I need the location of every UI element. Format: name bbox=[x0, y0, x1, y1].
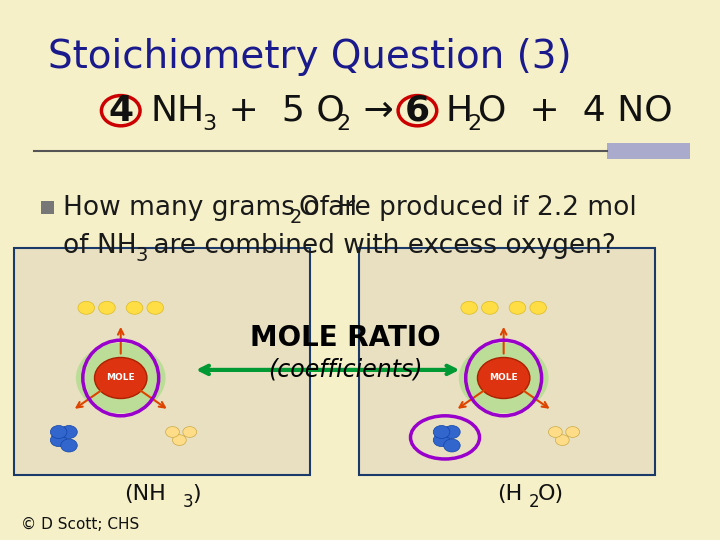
FancyBboxPatch shape bbox=[41, 201, 54, 214]
Text: 6: 6 bbox=[405, 94, 430, 127]
Circle shape bbox=[566, 427, 580, 437]
Text: 2: 2 bbox=[336, 114, 350, 134]
Circle shape bbox=[461, 301, 477, 314]
Text: 2: 2 bbox=[528, 493, 539, 511]
Circle shape bbox=[126, 301, 143, 314]
Text: NH: NH bbox=[150, 94, 204, 127]
Circle shape bbox=[549, 427, 562, 437]
Circle shape bbox=[530, 301, 546, 314]
Text: ): ) bbox=[192, 484, 200, 504]
Text: of NH: of NH bbox=[63, 233, 137, 259]
Text: 3: 3 bbox=[183, 493, 194, 511]
Circle shape bbox=[444, 426, 460, 438]
Text: MOLE: MOLE bbox=[107, 374, 135, 382]
Text: 3: 3 bbox=[202, 114, 216, 134]
Text: (coefficients): (coefficients) bbox=[268, 358, 422, 382]
Text: (H: (H bbox=[497, 484, 522, 504]
Circle shape bbox=[147, 301, 163, 314]
Circle shape bbox=[50, 426, 67, 438]
Circle shape bbox=[78, 301, 94, 314]
Text: MOLE RATIO: MOLE RATIO bbox=[250, 323, 441, 352]
FancyBboxPatch shape bbox=[359, 248, 655, 475]
Text: O  +  4 NO: O + 4 NO bbox=[478, 94, 672, 127]
Text: →: → bbox=[352, 94, 405, 127]
Circle shape bbox=[76, 343, 166, 413]
Circle shape bbox=[50, 434, 67, 447]
Text: 2: 2 bbox=[468, 114, 482, 134]
Circle shape bbox=[444, 439, 460, 452]
Text: 4: 4 bbox=[108, 94, 133, 127]
Text: MOLE: MOLE bbox=[490, 374, 518, 382]
Circle shape bbox=[99, 301, 115, 314]
Circle shape bbox=[60, 426, 77, 438]
Text: are combined with excess oxygen?: are combined with excess oxygen? bbox=[145, 233, 616, 259]
Circle shape bbox=[94, 357, 147, 399]
Text: +  5 O: + 5 O bbox=[217, 94, 345, 127]
Circle shape bbox=[433, 434, 450, 447]
Text: 3: 3 bbox=[135, 246, 148, 265]
Circle shape bbox=[477, 357, 530, 399]
Circle shape bbox=[555, 435, 570, 446]
Text: 2: 2 bbox=[289, 208, 302, 227]
Circle shape bbox=[166, 427, 179, 437]
Circle shape bbox=[482, 301, 498, 314]
FancyBboxPatch shape bbox=[14, 248, 310, 475]
FancyBboxPatch shape bbox=[607, 143, 690, 159]
Text: © D Scott; CHS: © D Scott; CHS bbox=[21, 517, 139, 532]
Text: O): O) bbox=[538, 484, 564, 504]
Circle shape bbox=[459, 343, 549, 413]
Text: H: H bbox=[445, 94, 472, 127]
Text: (NH: (NH bbox=[124, 484, 166, 504]
Circle shape bbox=[183, 427, 197, 437]
Text: Stoichiometry Question (3): Stoichiometry Question (3) bbox=[48, 38, 572, 76]
Text: How many grams of H: How many grams of H bbox=[63, 195, 358, 221]
Circle shape bbox=[509, 301, 526, 314]
Text: O are produced if 2.2 mol: O are produced if 2.2 mol bbox=[299, 195, 636, 221]
Circle shape bbox=[173, 435, 186, 446]
Circle shape bbox=[433, 426, 450, 438]
Circle shape bbox=[60, 439, 77, 452]
